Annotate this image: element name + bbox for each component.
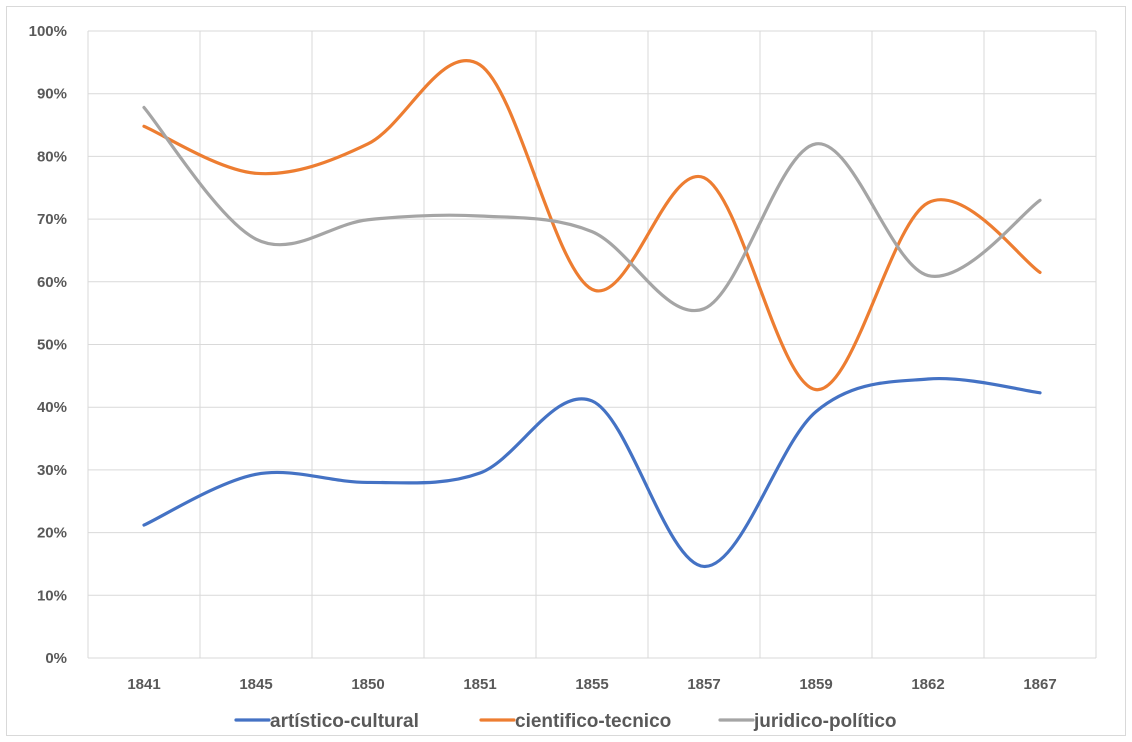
y-tick-label: 30% [37,462,67,479]
y-axis-ticks: 0% 10% 20% 30% 40% 50% 60% 70% 80% 90% 100% [29,23,67,667]
x-tick-label: 1855 [575,676,608,693]
series-line [142,376,1042,569]
legend-label: artístico-cultural [270,711,419,732]
y-tick-label: 100% [29,23,67,40]
gridlines [87,30,1097,659]
x-axis-ticks: 1841 1845 1850 1851 1855 1857 1859 1862 1867 [127,676,1056,693]
series-lines [142,59,1042,569]
x-tick-label: 1859 [799,676,832,693]
x-tick-label: 1850 [351,676,384,693]
y-tick-label: 80% [37,148,67,165]
y-tick-label: 0% [45,650,67,667]
x-tick-label: 1851 [463,676,496,693]
series-line [142,59,1042,392]
x-tick-label: 1857 [687,676,720,693]
legend-label: cientifico-tecnico [515,711,671,732]
x-tick-label: 1862 [911,676,944,693]
y-tick-label: 90% [37,86,67,103]
y-tick-label: 50% [37,337,67,354]
legend: artístico-cultural cientifico-tecnico juri… [234,711,897,732]
y-tick-label: 60% [37,274,67,291]
x-tick-label: 1867 [1023,676,1056,693]
chart-frame [6,6,1126,736]
y-tick-label: 40% [37,399,67,416]
y-tick-label: 20% [37,525,67,542]
y-tick-label: 10% [37,587,67,604]
x-tick-label: 1841 [127,676,160,693]
series-line [142,105,1042,313]
legend-label: juridico-político [753,711,897,732]
x-tick-label: 1845 [239,676,272,693]
y-tick-label: 70% [37,211,67,228]
